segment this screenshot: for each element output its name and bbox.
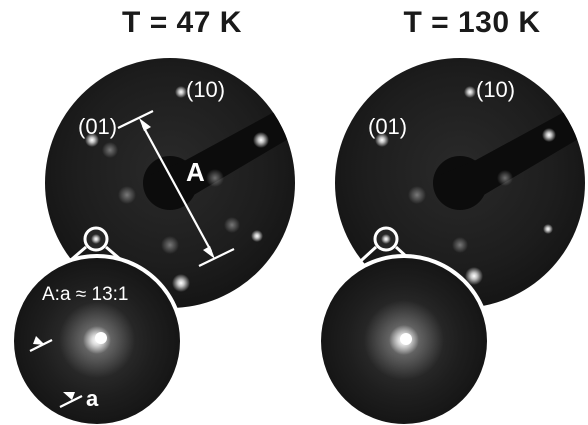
temperature-title-left: T = 47 K <box>122 6 242 39</box>
gun-holder-shadow-left <box>150 98 295 196</box>
gun-holder-shadow-right <box>440 98 585 196</box>
diffraction-spot <box>253 132 269 148</box>
diffraction-spot <box>251 230 263 242</box>
diffraction-spot <box>464 86 476 98</box>
ratio-label: A:a ≈ 13:1 <box>42 284 128 305</box>
diffraction-spot <box>465 267 483 285</box>
diffraction-spot <box>542 128 556 142</box>
diffraction-spot <box>543 224 553 234</box>
diffraction-spot <box>85 133 99 147</box>
leed-screen-left: (10) (01) A A:a ≈ 13:1 a <box>10 58 295 425</box>
spot-label-10-right: (10) <box>476 77 515 102</box>
spot-label-01-right: (01) <box>368 114 407 139</box>
distance-marker-a <box>29 336 83 408</box>
leed-screen-right: (10) (01) <box>314 58 585 425</box>
spot-label-10-left: (10) <box>186 77 225 102</box>
distance-label-A: A <box>186 157 205 187</box>
distance-label-a: a <box>86 386 99 411</box>
diffraction-spot <box>175 86 187 98</box>
diffraction-spot <box>172 274 190 292</box>
spot-label-01-left: (01) <box>78 114 117 139</box>
diffraction-spot <box>375 133 389 147</box>
temperature-title-right: T = 130 K <box>403 6 541 39</box>
distance-marker-A <box>117 110 235 267</box>
